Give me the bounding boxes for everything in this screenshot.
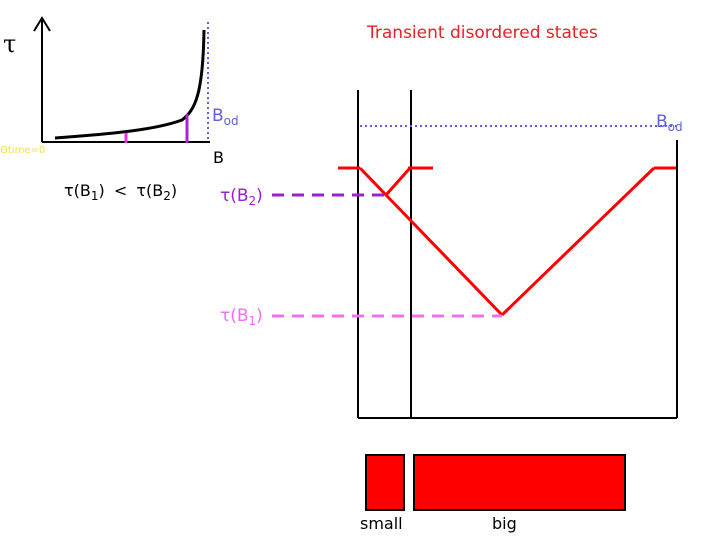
big-block — [413, 454, 626, 511]
small-block — [365, 454, 405, 511]
tau-b2-label: τ(B2) — [220, 186, 263, 208]
bod-label: Bod — [656, 112, 683, 134]
small-valley-right — [384, 167, 412, 196]
tau-b1-label-close: ) — [256, 306, 263, 326]
tau-b1-label: τ(B1) — [220, 306, 263, 328]
inset-bod-label: Bod — [212, 106, 239, 128]
tau-b1-label-sub: 1 — [248, 314, 257, 328]
inset-y-axis-label: τ — [3, 30, 17, 58]
inset-origin-label: Θtime=0 — [0, 145, 46, 156]
tau-b1-base: τ(B — [64, 181, 91, 200]
tau-b1-sub: 1 — [90, 189, 99, 203]
tau-b2-close: ) — [170, 181, 178, 200]
inset-y-axis-arrow — [33, 16, 51, 32]
diagram-title: Transient disordered states — [367, 23, 598, 43]
tau-b1-label-base: τ(B — [220, 306, 249, 326]
tau-b2-label-close: ) — [256, 186, 263, 206]
tau-b2-label-sub: 2 — [248, 194, 257, 208]
tau-b2-base: τ(B — [136, 181, 164, 200]
inset-bod-label-sub: od — [223, 114, 239, 128]
tau-comparison: τ(B1) < τ(B2) — [64, 181, 178, 203]
inset-bod-label-base: B — [212, 106, 224, 126]
less-than-operator: < — [113, 181, 128, 200]
big-block-label: big — [492, 514, 517, 533]
bod-label-base: B — [656, 112, 668, 132]
big-valley-right — [500, 166, 656, 317]
tau-b2-label-base: τ(B — [220, 186, 249, 206]
big-valley-left — [384, 193, 504, 317]
tau-b2-sub: 2 — [163, 189, 171, 203]
bod-label-sub: od — [667, 120, 683, 134]
tau-b1-close: ) — [98, 181, 105, 200]
small-valley-left — [358, 166, 388, 197]
inset-x-axis-label: B — [213, 148, 224, 167]
inset-curve — [54, 29, 206, 140]
small-block-label: small — [360, 514, 403, 533]
